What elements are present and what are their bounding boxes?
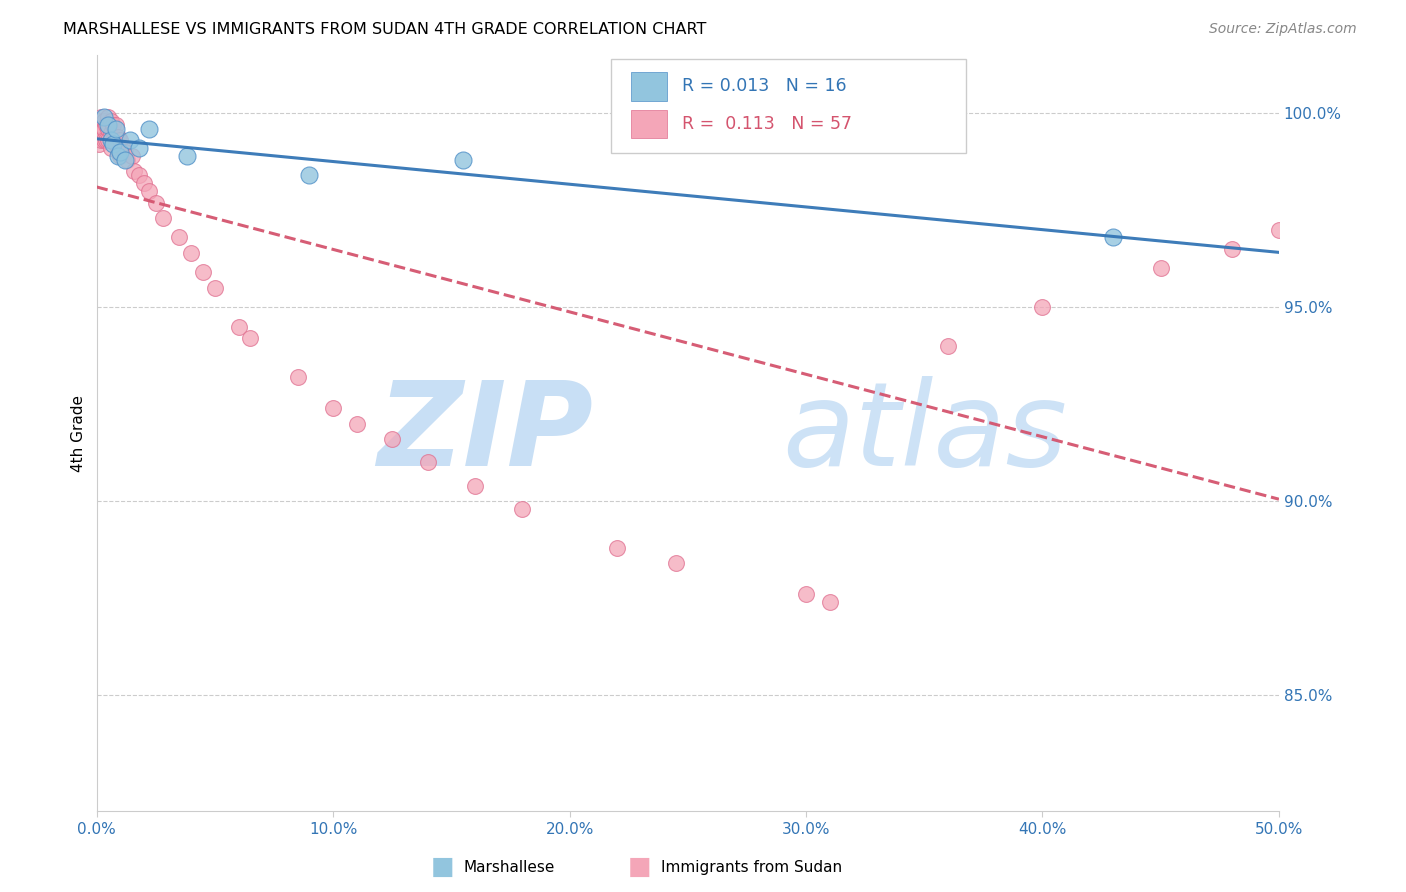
Point bbox=[100, 126, 122, 140]
Point bbox=[1150, 261, 1173, 276]
Point bbox=[107, 129, 129, 144]
Point bbox=[93, 110, 115, 124]
Text: Marshallese: Marshallese bbox=[464, 860, 555, 874]
Point bbox=[451, 153, 474, 167]
Point bbox=[97, 118, 120, 132]
Point bbox=[665, 556, 688, 570]
Point bbox=[510, 502, 533, 516]
Point bbox=[322, 401, 344, 415]
Point bbox=[107, 149, 129, 163]
FancyBboxPatch shape bbox=[631, 110, 666, 138]
Point bbox=[287, 370, 309, 384]
Point bbox=[114, 153, 136, 167]
Y-axis label: 4th Grade: 4th Grade bbox=[72, 395, 86, 472]
Point bbox=[110, 133, 132, 147]
Point bbox=[818, 595, 841, 609]
Point bbox=[124, 164, 146, 178]
Point bbox=[110, 145, 132, 160]
Text: R = 0.013   N = 16: R = 0.013 N = 16 bbox=[682, 77, 846, 95]
FancyBboxPatch shape bbox=[631, 71, 666, 101]
Point bbox=[90, 110, 112, 124]
Text: R =  0.113   N = 57: R = 0.113 N = 57 bbox=[682, 115, 852, 133]
Point bbox=[239, 331, 262, 345]
Point bbox=[104, 118, 127, 132]
Point bbox=[128, 141, 150, 155]
Point bbox=[87, 114, 110, 128]
Point bbox=[381, 432, 404, 446]
Point bbox=[100, 133, 122, 147]
Point bbox=[416, 455, 439, 469]
Text: ■: ■ bbox=[432, 855, 454, 879]
Point bbox=[100, 114, 122, 128]
Point bbox=[298, 169, 321, 183]
Text: ZIP: ZIP bbox=[377, 376, 593, 491]
Point bbox=[138, 121, 160, 136]
Point bbox=[1268, 222, 1291, 236]
Point bbox=[90, 133, 112, 147]
Point bbox=[169, 230, 191, 244]
Point bbox=[97, 133, 120, 147]
Point bbox=[87, 137, 110, 152]
Point bbox=[118, 133, 141, 147]
Point bbox=[145, 195, 167, 210]
Point bbox=[176, 149, 198, 163]
Text: Immigrants from Sudan: Immigrants from Sudan bbox=[661, 860, 842, 874]
Text: Source: ZipAtlas.com: Source: ZipAtlas.com bbox=[1209, 22, 1357, 37]
Point bbox=[228, 319, 250, 334]
Point bbox=[90, 121, 112, 136]
Point bbox=[100, 141, 122, 155]
Point bbox=[606, 541, 628, 555]
Point bbox=[103, 118, 125, 132]
Point bbox=[191, 265, 214, 279]
Point bbox=[97, 121, 120, 136]
Text: MARSHALLESE VS IMMIGRANTS FROM SUDAN 4TH GRADE CORRELATION CHART: MARSHALLESE VS IMMIGRANTS FROM SUDAN 4TH… bbox=[63, 22, 707, 37]
Point bbox=[204, 281, 226, 295]
Point bbox=[104, 137, 127, 152]
Point bbox=[138, 184, 160, 198]
Point bbox=[464, 478, 486, 492]
Point bbox=[111, 141, 134, 155]
Point bbox=[97, 110, 120, 124]
Point bbox=[794, 587, 817, 601]
Text: atlas: atlas bbox=[782, 376, 1067, 491]
Point bbox=[104, 121, 127, 136]
Point bbox=[1102, 230, 1125, 244]
Point bbox=[1031, 300, 1053, 314]
Point bbox=[103, 137, 125, 152]
Point bbox=[346, 417, 368, 431]
Text: ■: ■ bbox=[628, 855, 651, 879]
Point bbox=[117, 153, 139, 167]
Point bbox=[1220, 242, 1243, 256]
Point bbox=[107, 145, 129, 160]
Point bbox=[128, 169, 150, 183]
Point bbox=[87, 126, 110, 140]
Point bbox=[94, 133, 117, 147]
Point bbox=[114, 145, 136, 160]
Point bbox=[94, 118, 117, 132]
Point bbox=[132, 176, 155, 190]
Point bbox=[180, 246, 202, 260]
Point bbox=[93, 114, 115, 128]
Point bbox=[110, 149, 132, 163]
Point bbox=[152, 211, 174, 225]
Point bbox=[93, 133, 115, 147]
Point bbox=[936, 339, 959, 353]
FancyBboxPatch shape bbox=[612, 59, 966, 153]
Point bbox=[93, 121, 115, 136]
Point bbox=[103, 133, 125, 147]
Point bbox=[121, 149, 143, 163]
